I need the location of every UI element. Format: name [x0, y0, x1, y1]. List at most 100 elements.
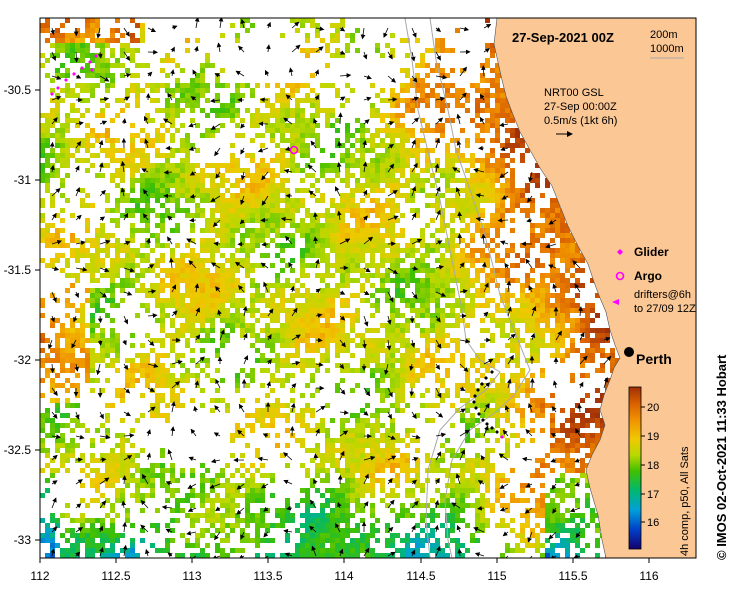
sst-pixel: [435, 293, 440, 298]
sst-pixel: [105, 498, 110, 503]
sst-pixel: [340, 143, 345, 148]
sst-pixel: [45, 408, 50, 413]
sst-pixel: [380, 488, 385, 493]
sst-pixel: [355, 158, 360, 163]
sst-pixel: [350, 38, 355, 43]
sst-pixel: [395, 208, 400, 213]
sst-pixel: [110, 158, 115, 163]
sst-pixel: [485, 473, 490, 478]
sst-pixel: [185, 273, 190, 278]
sst-pixel: [535, 413, 540, 418]
sst-pixel: [390, 373, 395, 378]
sst-pixel: [255, 338, 260, 343]
sst-pixel: [85, 158, 90, 163]
sst-pixel: [195, 148, 200, 153]
sst-pixel: [350, 253, 355, 258]
sst-pixel: [330, 113, 335, 118]
sst-pixel: [405, 473, 410, 478]
sst-pixel: [490, 313, 495, 318]
sst-pixel: [110, 343, 115, 348]
sst-pixel: [485, 273, 490, 278]
sst-pixel: [255, 233, 260, 238]
sst-pixel: [500, 93, 505, 98]
sst-pixel: [335, 388, 340, 393]
sst-pixel: [570, 308, 575, 313]
sst-pixel: [190, 228, 195, 233]
sst-pixel: [235, 163, 240, 168]
sst-pixel: [575, 328, 580, 333]
sst-pixel: [280, 33, 285, 38]
sst-pixel: [60, 33, 65, 38]
sst-pixel: [390, 468, 395, 473]
sst-pixel: [385, 148, 390, 153]
sst-pixel: [245, 488, 250, 493]
sst-pixel: [375, 223, 380, 228]
sst-pixel: [95, 258, 100, 263]
sst-pixel: [580, 353, 585, 358]
sst-pixel: [455, 138, 460, 143]
sst-pixel: [450, 403, 455, 408]
sst-pixel: [285, 283, 290, 288]
sst-pixel: [295, 363, 300, 368]
sst-pixel: [110, 173, 115, 178]
sst-pixel: [355, 318, 360, 323]
sst-pixel: [405, 323, 410, 328]
sst-pixel: [390, 153, 395, 158]
sst-pixel: [415, 473, 420, 478]
sst-pixel: [245, 258, 250, 263]
sst-pixel: [65, 328, 70, 333]
sst-pixel: [325, 268, 330, 273]
sst-pixel: [395, 113, 400, 118]
sst-pixel: [185, 268, 190, 273]
sst-pixel: [345, 198, 350, 203]
sst-pixel: [155, 213, 160, 218]
sst-pixel: [260, 158, 265, 163]
sst-pixel: [145, 363, 150, 368]
sst-pixel: [275, 218, 280, 223]
sst-pixel: [580, 358, 585, 363]
sst-pixel: [475, 113, 480, 118]
sst-pixel: [350, 443, 355, 448]
sst-pixel: [540, 288, 545, 293]
sst-pixel: [115, 443, 120, 448]
sst-pixel: [450, 218, 455, 223]
sst-pixel: [195, 173, 200, 178]
sst-pixel: [320, 423, 325, 428]
sst-pixel: [405, 353, 410, 358]
sst-pixel: [270, 198, 275, 203]
sst-pixel: [405, 83, 410, 88]
sst-pixel: [65, 458, 70, 463]
sst-pixel: [495, 198, 500, 203]
sst-pixel: [275, 443, 280, 448]
sst-pixel: [525, 208, 530, 213]
sst-pixel: [380, 168, 385, 173]
sst-pixel: [280, 243, 285, 248]
sst-pixel: [135, 363, 140, 368]
sst-pixel: [340, 18, 345, 23]
sst-pixel: [235, 303, 240, 308]
sst-pixel: [65, 273, 70, 278]
sst-pixel: [250, 138, 255, 143]
sst-pixel: [200, 193, 205, 198]
sst-pixel: [450, 213, 455, 218]
sst-pixel: [375, 183, 380, 188]
sst-pixel: [120, 43, 125, 48]
sst-pixel: [100, 98, 105, 103]
sst-pixel: [185, 148, 190, 153]
sst-pixel: [220, 278, 225, 283]
sst-pixel: [320, 253, 325, 258]
sst-pixel: [280, 403, 285, 408]
sst-pixel: [405, 268, 410, 273]
sst-pixel: [465, 183, 470, 188]
sst-pixel: [450, 338, 455, 343]
sst-pixel: [550, 428, 555, 433]
sst-pixel: [290, 123, 295, 128]
sst-pixel: [85, 238, 90, 243]
sst-pixel: [215, 368, 220, 373]
sst-pixel: [65, 398, 70, 403]
sst-pixel: [295, 188, 300, 193]
sst-pixel: [65, 348, 70, 353]
sst-pixel: [465, 383, 470, 388]
sst-pixel: [360, 428, 365, 433]
sst-pixel: [235, 298, 240, 303]
